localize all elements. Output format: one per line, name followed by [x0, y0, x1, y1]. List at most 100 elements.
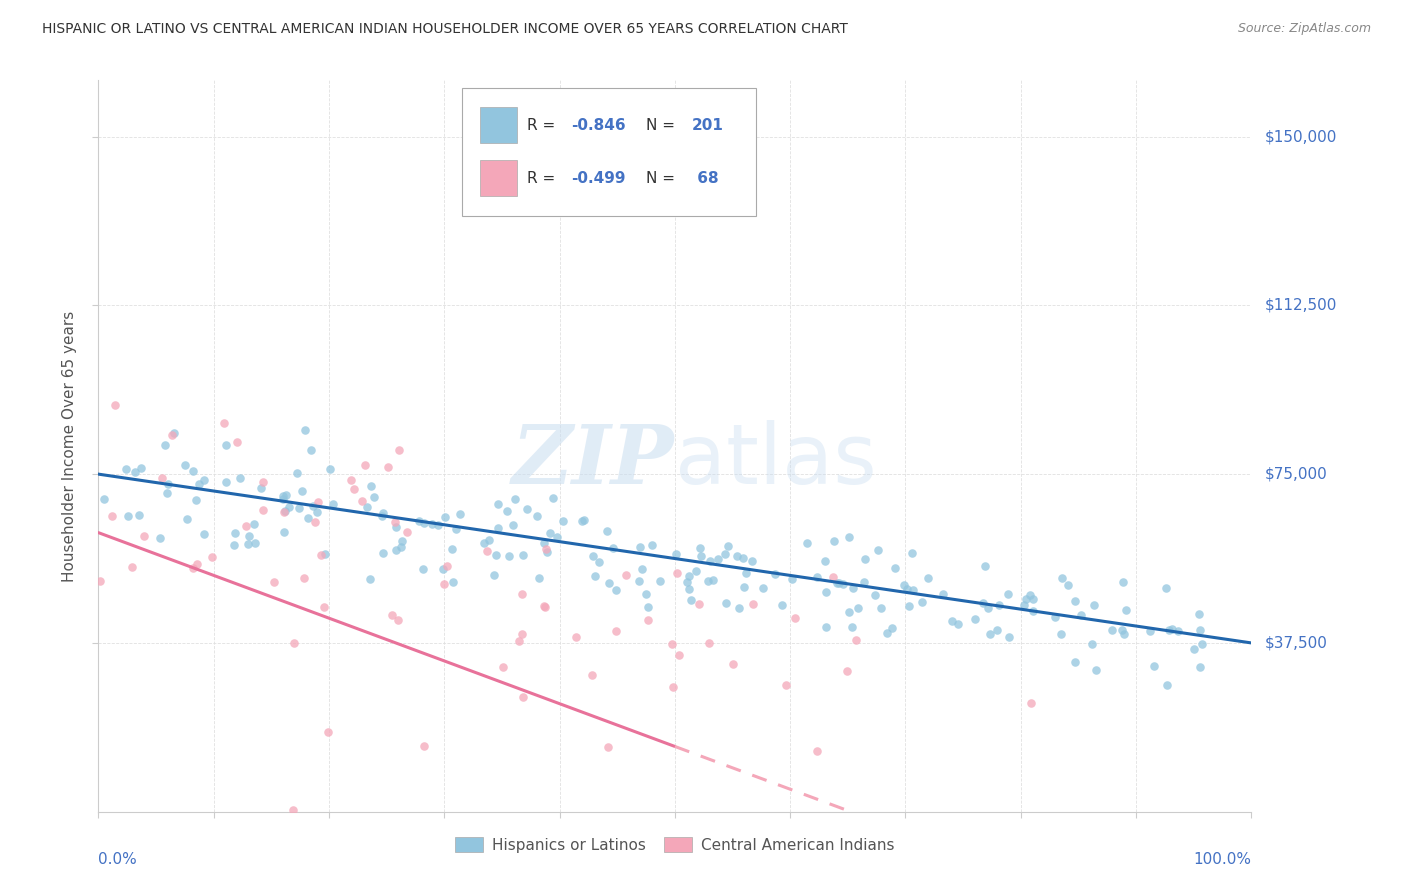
- Point: [702, 573, 724, 587]
- Point: [605, 624, 627, 638]
- Point: [377, 459, 399, 474]
- Point: [735, 566, 758, 580]
- Point: [845, 632, 868, 647]
- Point: [492, 659, 515, 673]
- FancyBboxPatch shape: [479, 107, 517, 144]
- Point: [717, 539, 740, 553]
- Point: [1154, 581, 1177, 595]
- Point: [1115, 603, 1137, 617]
- Point: [371, 546, 394, 560]
- Point: [689, 541, 711, 556]
- Point: [628, 540, 651, 554]
- Point: [273, 525, 295, 540]
- Point: [426, 517, 449, 532]
- Point: [538, 525, 561, 540]
- Point: [676, 574, 699, 589]
- Point: [973, 558, 995, 573]
- Point: [343, 483, 366, 497]
- Point: [1189, 624, 1212, 638]
- Point: [385, 543, 408, 558]
- Point: [243, 517, 266, 532]
- Point: [1143, 659, 1166, 673]
- Point: [946, 617, 969, 632]
- Point: [733, 551, 755, 566]
- Point: [433, 576, 456, 591]
- Text: N =: N =: [647, 170, 681, 186]
- Point: [582, 549, 605, 563]
- Text: R =: R =: [527, 118, 561, 133]
- Point: [1043, 610, 1066, 624]
- Point: [100, 509, 122, 524]
- Point: [932, 587, 955, 601]
- Point: [697, 636, 720, 650]
- Point: [436, 559, 458, 574]
- Point: [149, 531, 172, 545]
- Point: [679, 592, 702, 607]
- Point: [699, 554, 721, 568]
- Point: [312, 600, 335, 615]
- Point: [1114, 627, 1136, 641]
- Point: [271, 489, 294, 503]
- Point: [311, 548, 333, 562]
- Point: [153, 438, 176, 452]
- Point: [997, 631, 1019, 645]
- Point: [628, 574, 651, 588]
- Point: [783, 611, 806, 625]
- Point: [1160, 622, 1182, 636]
- Point: [503, 492, 526, 507]
- Point: [238, 536, 260, 550]
- Point: [823, 533, 845, 548]
- Text: HISPANIC OR LATINO VS CENTRAL AMERICAN INDIAN HOUSEHOLDER INCOME OVER 65 YEARS C: HISPANIC OR LATINO VS CENTRAL AMERICAN I…: [42, 22, 848, 37]
- Point: [193, 526, 215, 541]
- Text: $150,000: $150,000: [1265, 129, 1337, 144]
- Text: 201: 201: [692, 118, 724, 133]
- Point: [299, 442, 322, 457]
- Point: [741, 554, 763, 568]
- Point: [661, 637, 683, 651]
- Point: [498, 549, 520, 563]
- Point: [637, 599, 659, 614]
- Point: [678, 569, 700, 583]
- Point: [838, 531, 860, 545]
- Point: [449, 507, 471, 521]
- Point: [281, 803, 304, 817]
- Point: [896, 582, 918, 596]
- Point: [395, 525, 418, 540]
- Point: [979, 626, 1001, 640]
- Point: [911, 595, 934, 609]
- Point: [188, 476, 211, 491]
- Point: [690, 549, 713, 564]
- Point: [1012, 598, 1035, 612]
- Point: [339, 473, 361, 487]
- Point: [1022, 592, 1045, 607]
- Point: [1050, 571, 1073, 585]
- Point: [536, 544, 558, 558]
- Point: [634, 586, 657, 600]
- Point: [526, 509, 548, 524]
- Point: [294, 424, 316, 438]
- Point: [972, 597, 994, 611]
- Point: [432, 562, 454, 576]
- Point: [150, 471, 173, 485]
- Point: [156, 477, 179, 491]
- Point: [291, 484, 314, 499]
- Point: [502, 518, 524, 533]
- Point: [371, 506, 394, 520]
- Point: [285, 466, 308, 480]
- Point: [842, 581, 865, 595]
- Point: [884, 561, 907, 575]
- Text: 68: 68: [692, 170, 718, 186]
- Point: [420, 516, 443, 531]
- Point: [534, 599, 557, 614]
- Point: [666, 566, 689, 581]
- Point: [508, 633, 530, 648]
- Text: atlas: atlas: [675, 420, 876, 501]
- Point: [93, 492, 115, 507]
- Point: [160, 428, 183, 442]
- Point: [226, 435, 249, 450]
- Point: [316, 725, 339, 739]
- Point: [565, 630, 588, 644]
- Point: [880, 621, 903, 635]
- Point: [283, 635, 305, 649]
- Point: [183, 464, 205, 478]
